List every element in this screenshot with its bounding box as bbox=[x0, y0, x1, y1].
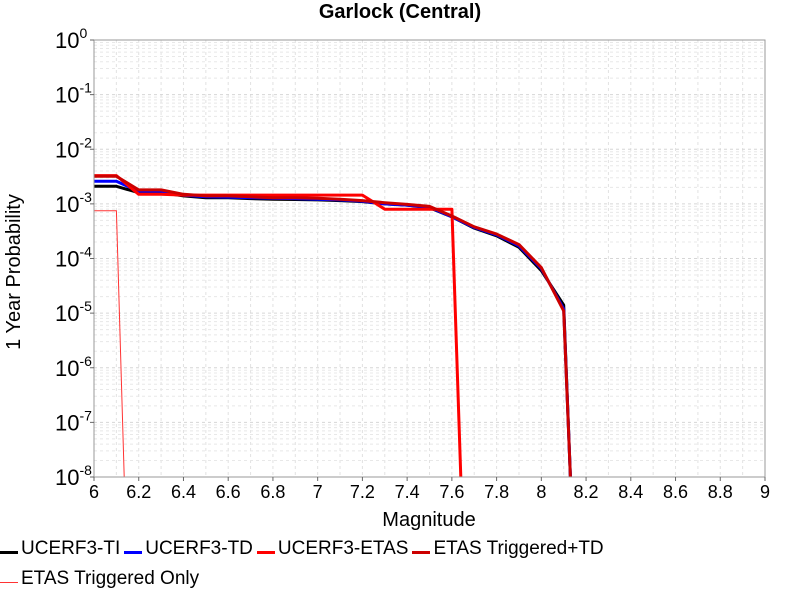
series-line-3 bbox=[94, 174, 463, 478]
x-tick-label: 6 bbox=[89, 482, 99, 502]
legend-row: ETAS Triggered Only bbox=[0, 566, 203, 592]
y-tick-label: 100 bbox=[55, 25, 87, 53]
legend-label: UCERF3-TI bbox=[21, 538, 121, 559]
x-tick-label: 8.4 bbox=[618, 482, 643, 502]
x-tick-label: 7.6 bbox=[439, 482, 464, 502]
legend-item: ETAS Triggered Only bbox=[0, 568, 199, 590]
x-tick-label: 8.6 bbox=[663, 482, 688, 502]
x-tick-label: 6.2 bbox=[126, 482, 151, 502]
x-axis-label: Magnitude bbox=[382, 509, 475, 531]
legend-swatch bbox=[256, 550, 275, 554]
legend-label: UCERF3-ETAS bbox=[277, 538, 409, 559]
series-line-5 bbox=[94, 210, 125, 478]
x-tick-label: 8 bbox=[536, 482, 546, 502]
x-tick-label: 7 bbox=[313, 482, 323, 502]
legend-swatch bbox=[412, 550, 431, 554]
y-tick-label: 10-7 bbox=[55, 407, 92, 435]
y-tick-label: 10-5 bbox=[55, 298, 92, 326]
x-tick-label: 9 bbox=[760, 482, 770, 502]
y-tick-label: 10-4 bbox=[55, 244, 92, 272]
legend-label: ETAS Triggered+TD bbox=[433, 538, 604, 559]
series-line-1 bbox=[94, 184, 572, 478]
y-tick-label: 10-1 bbox=[55, 80, 92, 108]
series-lines bbox=[94, 174, 572, 478]
legend-row: UCERF3-TI UCERF3-TD UCERF3-ETAS ETAS Trigge… bbox=[0, 536, 608, 562]
y-axis-label: 1 Year Probability bbox=[3, 194, 25, 350]
legend-item: ETAS Triggered+TD bbox=[412, 538, 604, 560]
legend-label: UCERF3-TD bbox=[145, 538, 253, 559]
x-axis-ticks: 6 6.2 6.4 6.6 6.8 7 7.2 7.4 7.6 7.8 8 8.2 8.4 8.6 8.8 9 bbox=[89, 477, 770, 502]
x-tick-label: 7.4 bbox=[395, 482, 420, 502]
legend-item: UCERF3-ETAS bbox=[256, 538, 409, 560]
grid-lines bbox=[93, 40, 765, 478]
legend-item: UCERF3-TD bbox=[124, 538, 253, 560]
x-tick-label: 8.2 bbox=[574, 482, 599, 502]
chart-svg: Garlock (Central) 6 6.2 6.4 6.6 6.8 7 7.2 7.4 7.… bbox=[3, 1, 770, 531]
x-tick-label: 7.2 bbox=[350, 482, 375, 502]
y-tick-label: 10-3 bbox=[55, 189, 92, 217]
x-tick-label: 6.6 bbox=[216, 482, 241, 502]
y-tick-label: 10-8 bbox=[55, 462, 92, 490]
legend: UCERF3-TI UCERF3-TD UCERF3-ETAS ETAS Trigge… bbox=[0, 536, 800, 596]
legend-swatch bbox=[124, 550, 143, 554]
legend-item: UCERF3-TI bbox=[0, 538, 120, 560]
y-tick-label: 10-6 bbox=[55, 353, 92, 381]
series-line-4 bbox=[94, 174, 572, 478]
x-tick-label: 7.8 bbox=[484, 482, 509, 502]
x-tick-label: 8.8 bbox=[708, 482, 733, 502]
y-tick-label: 10-2 bbox=[55, 134, 92, 162]
legend-label: ETAS Triggered Only bbox=[21, 568, 200, 589]
x-tick-label: 6.4 bbox=[171, 482, 196, 502]
y-axis-ticks: 100 10-1 10-2 10-3 10-4 10-5 10-6 10-7 10-8 bbox=[55, 25, 94, 490]
x-tick-label: 6.8 bbox=[260, 482, 285, 502]
legend-swatch bbox=[0, 581, 18, 583]
legend-swatch bbox=[0, 550, 18, 554]
chart-title: Garlock (Central) bbox=[319, 1, 481, 23]
